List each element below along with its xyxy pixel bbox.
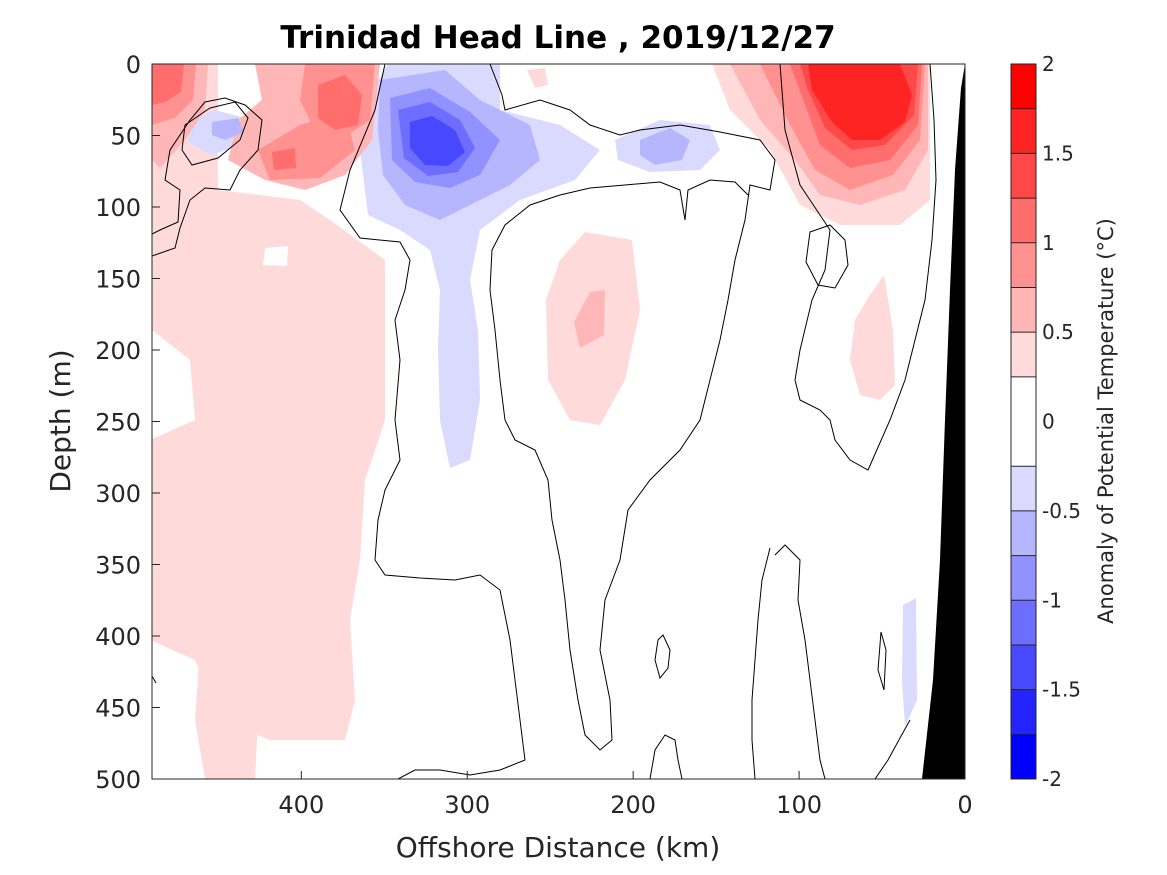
zero-contour-nearshore-blob bbox=[805, 224, 849, 289]
chart-title: Trinidad Head Line , 2019/12/27 bbox=[280, 20, 835, 56]
y-tick-label: 150 bbox=[95, 266, 141, 294]
warm-region-offshore-column bbox=[152, 64, 385, 740]
x-tick-label: 100 bbox=[776, 791, 822, 819]
cool-core-plume-4 bbox=[410, 116, 465, 166]
zero-contour-nearshore-small-loop bbox=[877, 631, 887, 691]
colorbar-swatch bbox=[1011, 332, 1036, 377]
plot-area bbox=[151, 63, 966, 780]
cool-core-eastern-lens bbox=[640, 128, 690, 165]
land-mask bbox=[922, 64, 965, 779]
colorbar-swatch bbox=[1011, 734, 1036, 779]
colorbar-swatch bbox=[1011, 198, 1036, 243]
warm-region-nearshore-deep bbox=[850, 275, 895, 400]
colorbar-tick-label: 2 bbox=[1042, 52, 1055, 76]
warm-core-mid-depth bbox=[574, 290, 605, 348]
colorbar-swatch bbox=[1011, 242, 1036, 288]
colorbar: 2 1.5 1 0.5 0 -0.5 -1 -1.5 -2 bbox=[1010, 52, 1081, 791]
cool-core-western-lens bbox=[212, 118, 244, 140]
zero-contour-west-loop bbox=[152, 97, 263, 257]
y-tick-label: 50 bbox=[110, 123, 141, 151]
zero-contour-mid-loop bbox=[489, 64, 776, 751]
near-zero-hole bbox=[263, 246, 288, 266]
zero-contour-lines bbox=[152, 64, 937, 779]
warm-core-west-max bbox=[318, 75, 362, 130]
colorbar-tick-label: -1 bbox=[1042, 588, 1062, 612]
colorbar-tick-label: 0 bbox=[1042, 410, 1055, 434]
temperature-anomaly-field bbox=[152, 64, 930, 779]
zero-contour-lower-right-2 bbox=[751, 547, 771, 779]
x-axis: 400 300 200 100 0 bbox=[278, 771, 973, 819]
y-tick-label: 350 bbox=[95, 552, 141, 580]
colorbar-swatch bbox=[1011, 466, 1036, 511]
colorbar-swatch bbox=[1011, 376, 1036, 467]
zero-contour-bottom-b bbox=[874, 719, 911, 779]
colorbar-tick-label: -2 bbox=[1042, 767, 1062, 791]
zero-contour-nearshore-loop bbox=[779, 64, 937, 471]
warm-core-nearshore-5 bbox=[808, 64, 912, 140]
colorbar-tick-label: 1 bbox=[1042, 231, 1055, 255]
warm-core-west-lower-max bbox=[272, 148, 296, 170]
x-tick-label: 200 bbox=[610, 791, 656, 819]
y-tick-label: 400 bbox=[95, 623, 141, 651]
y-tick-label: 450 bbox=[95, 695, 141, 723]
y-tick-label: 100 bbox=[95, 194, 141, 222]
y-tick-label: 500 bbox=[95, 766, 141, 794]
colorbar-swatch bbox=[1011, 153, 1036, 199]
zero-contour-west-boundary bbox=[339, 64, 526, 779]
y-tick-label: 250 bbox=[95, 409, 141, 437]
colorbar-swatch bbox=[1011, 600, 1036, 645]
zero-contour-small-loop bbox=[654, 634, 671, 680]
colorbar-swatch bbox=[1011, 64, 1036, 109]
y-tick-label: 200 bbox=[95, 337, 141, 365]
zero-contour-lower-right bbox=[774, 544, 826, 779]
x-tick-label: 300 bbox=[444, 791, 490, 819]
colorbar-swatch bbox=[1011, 555, 1036, 601]
colorbar-swatch bbox=[1011, 287, 1036, 333]
colorbar-swatch bbox=[1011, 108, 1036, 154]
warm-region-offshore-lower bbox=[195, 640, 260, 779]
colorbar-tick-label: -1.5 bbox=[1042, 678, 1081, 702]
y-tick-label: 0 bbox=[126, 51, 141, 79]
x-axis-label: Offshore Distance (km) bbox=[396, 831, 721, 864]
y-axis: 0 50 100 150 200 250 300 350 400 450 500 bbox=[95, 51, 160, 794]
y-tick-label: 300 bbox=[95, 480, 141, 508]
x-tick-label: 400 bbox=[278, 791, 324, 819]
warm-region-small-surface bbox=[527, 68, 548, 88]
zero-contour-bottom-a bbox=[649, 734, 683, 779]
warm-core-far-offshore-max bbox=[152, 64, 184, 105]
y-axis-label: Depth (m) bbox=[44, 349, 77, 492]
colorbar-swatch bbox=[1011, 644, 1036, 690]
x-tick-label: 0 bbox=[957, 791, 972, 819]
colorbar-tick-label: 1.5 bbox=[1042, 141, 1074, 165]
zero-contour-edge bbox=[152, 675, 157, 684]
colorbar-label: Anomaly of Potential Temperature (°C) bbox=[1094, 218, 1118, 624]
zero-contour-west-inner-loop bbox=[181, 101, 249, 166]
colorbar-swatch bbox=[1011, 510, 1036, 556]
colorbar-swatch bbox=[1011, 689, 1036, 735]
colorbar-tick-label: -0.5 bbox=[1042, 499, 1081, 523]
cool-region-nearshore-deep bbox=[902, 598, 917, 727]
colorbar-tick-label: 0.5 bbox=[1042, 320, 1074, 344]
